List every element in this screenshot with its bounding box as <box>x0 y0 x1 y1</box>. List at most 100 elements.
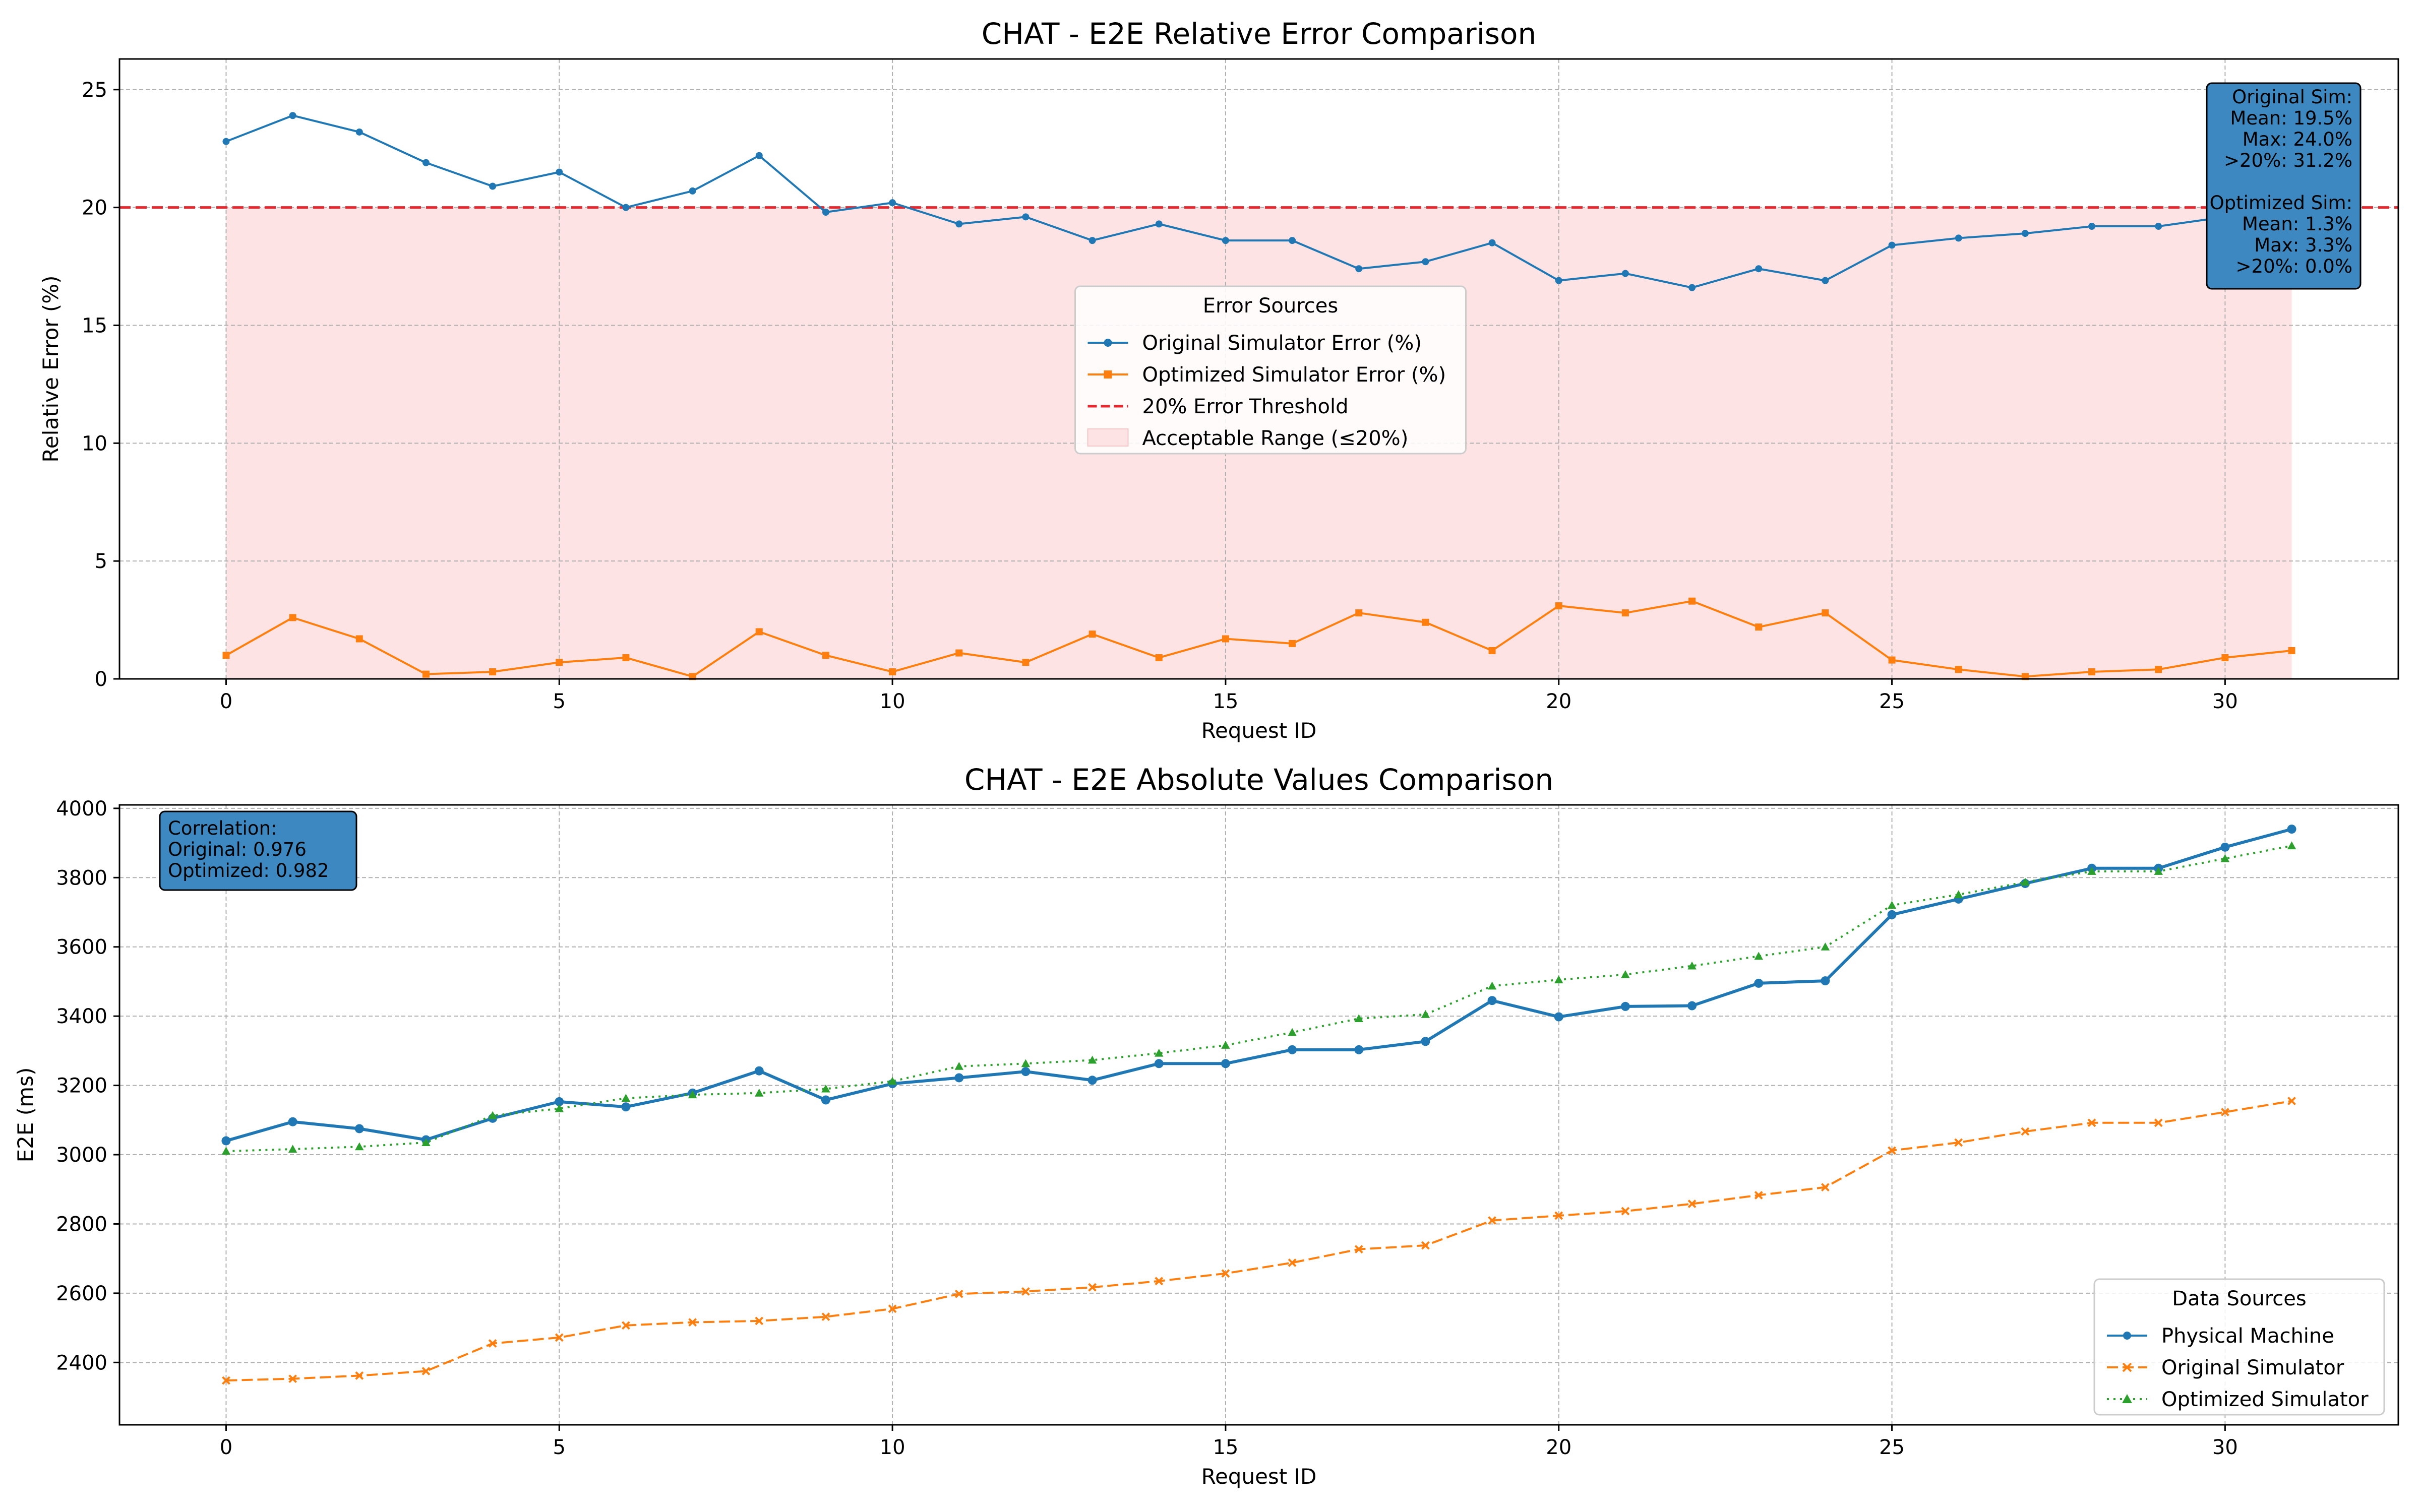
data-point <box>1222 237 1229 244</box>
data-point <box>1155 654 1163 661</box>
y-tick-label: 25 <box>82 79 107 102</box>
data-point <box>222 1376 230 1385</box>
stats-line: Optimized: 0.982 <box>168 860 329 881</box>
stats-line: Original: 0.976 <box>168 839 307 860</box>
series-line <box>225 600 2292 678</box>
y-tick-label: 4000 <box>56 797 107 821</box>
data-point <box>1021 1067 1031 1077</box>
data-point <box>221 1147 231 1155</box>
data-point <box>1088 1283 1097 1292</box>
data-point <box>622 654 630 661</box>
data-point <box>1155 220 1163 228</box>
data-point <box>889 199 896 207</box>
data-point <box>421 1367 431 1375</box>
data-point <box>2021 230 2029 237</box>
legend-label: Acceptable Range (≤20%) <box>1142 427 1409 450</box>
data-point <box>1822 609 1829 617</box>
data-point <box>289 112 296 119</box>
data-point <box>1221 1269 1230 1278</box>
legend-title: Error Sources <box>1203 294 1338 318</box>
data-point <box>556 659 563 666</box>
data-point <box>288 1145 297 1153</box>
error-x-axis-label: Request ID <box>1201 718 1317 743</box>
data-point <box>821 1084 830 1093</box>
x-tick-label: 5 <box>553 690 566 713</box>
data-point <box>2021 1127 2030 1136</box>
chart-1: 0 5 10 15 20 25 30 0 5 10 15 20 25 CHAT - E2E Relativ… <box>38 17 2399 743</box>
data-point <box>1021 1287 1030 1296</box>
data-point <box>822 208 829 216</box>
data-point <box>556 168 563 176</box>
data-point <box>1954 890 1963 898</box>
y-tick-label: 3200 <box>56 1075 107 1098</box>
data-point <box>1354 1045 1364 1054</box>
data-point <box>222 138 230 145</box>
absolute-y-axis-label: E2E (ms) <box>13 1067 38 1163</box>
y-tick-label: 2800 <box>56 1213 107 1236</box>
series-line <box>226 1100 2292 1382</box>
data-point <box>955 649 963 657</box>
data-point <box>1821 942 1830 951</box>
absolute-x-axis-label: Request ID <box>1201 1464 1317 1489</box>
data-point <box>1888 241 1896 249</box>
legend-label: Optimized Simulator Error (%) <box>1142 363 1446 387</box>
data-point <box>489 668 497 675</box>
data-point <box>2155 223 2162 230</box>
data-point <box>889 668 896 675</box>
data-point <box>2155 666 2162 673</box>
data-point <box>755 1316 764 1326</box>
data-point <box>1221 1059 1230 1068</box>
data-point <box>1022 659 1030 666</box>
data-point <box>2088 668 2096 675</box>
data-point <box>688 1090 697 1099</box>
data-point <box>288 1374 297 1383</box>
data-point <box>2021 877 2030 886</box>
data-point <box>1289 640 1296 647</box>
data-point <box>621 1102 631 1112</box>
data-point <box>1555 602 1562 610</box>
y-tick-label: 0 <box>95 668 107 691</box>
error-chart-title: CHAT - E2E Relative Error Comparison <box>982 17 1537 51</box>
data-point <box>1687 1001 1697 1011</box>
data-point <box>1021 1059 1031 1067</box>
stats-line: Max: 3.3% <box>2254 234 2352 256</box>
data-point <box>1754 1191 1763 1200</box>
data-point <box>1688 284 1696 291</box>
data-point <box>555 1333 564 1342</box>
stats-line: Correlation: <box>168 817 277 839</box>
chart-2: 0 5 10 15 20 25 30 2400 2600 2800 3000 3200 3400 3600… <box>13 763 2399 1489</box>
x-tick-label: 25 <box>1879 690 1905 713</box>
data-point <box>2288 647 2295 654</box>
legend-marker <box>2123 1332 2131 1340</box>
data-point <box>821 1095 830 1105</box>
absolute-legend: Data Sources Physical Machine Original Sim… <box>2093 1278 2385 1416</box>
x-tick-label: 10 <box>880 690 905 713</box>
data-point <box>1421 1037 1430 1046</box>
error-plot-frame <box>118 58 2399 680</box>
series-original-simulator <box>222 1097 2296 1385</box>
data-point <box>2154 867 2163 875</box>
x-tick-label: 30 <box>2212 1436 2238 1459</box>
data-point <box>1555 277 1562 284</box>
y-tick-label: 10 <box>82 432 107 455</box>
data-point <box>1487 981 1497 990</box>
data-point <box>1488 239 1496 246</box>
data-point <box>1488 647 1496 654</box>
legend-marker <box>2122 1362 2132 1372</box>
data-point <box>888 1077 897 1085</box>
legend-label: Original Simulator <box>2161 1356 2344 1379</box>
stats-box-background <box>159 810 357 891</box>
data-point <box>1088 237 1096 244</box>
series-line <box>225 114 2292 289</box>
data-point <box>555 1097 564 1106</box>
series-line <box>226 845 2292 1153</box>
x-tick-label: 10 <box>880 1436 905 1459</box>
stats-line: Mean: 19.5% <box>2230 107 2352 129</box>
data-point <box>1621 609 1629 617</box>
data-point <box>1888 656 1896 664</box>
error-stats-box: Original Sim:Mean: 19.5%Max: 24.0%>20%: … <box>2206 82 2362 290</box>
data-point <box>1754 978 1764 988</box>
data-point <box>289 614 296 621</box>
